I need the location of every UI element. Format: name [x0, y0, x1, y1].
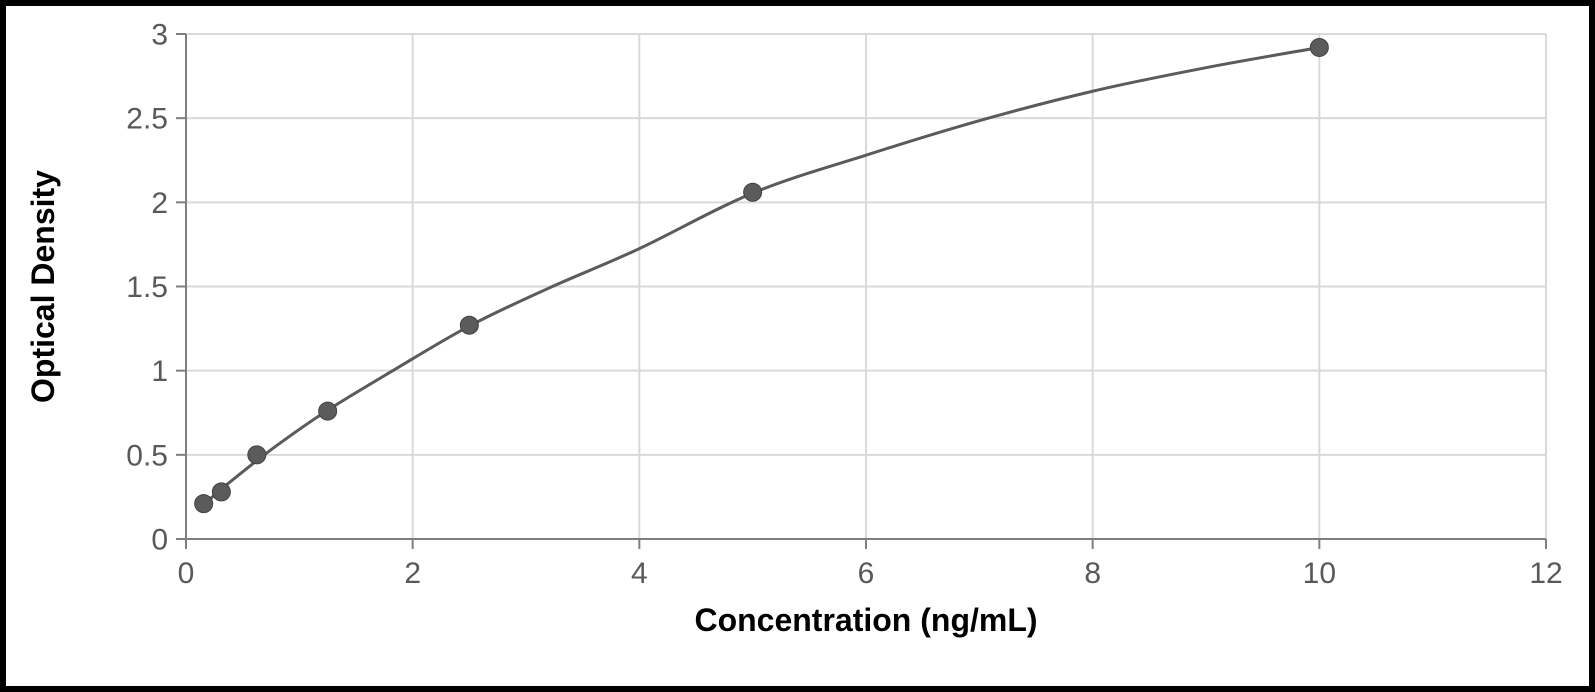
x-tick-label: 2 [404, 557, 421, 590]
x-tick-label: 8 [1084, 557, 1101, 590]
data-point-marker [195, 495, 213, 513]
data-point-marker [319, 402, 337, 420]
y-tick-label: 0.5 [126, 439, 168, 472]
data-point-marker [212, 483, 230, 501]
x-tick-label: 4 [631, 557, 648, 590]
y-axis-title: Optical Density [25, 170, 61, 403]
y-tick-label: 3 [151, 19, 168, 52]
fit-curve [204, 47, 1320, 504]
y-tick-label: 1.5 [126, 271, 168, 304]
data-point-marker [1310, 38, 1328, 56]
x-axis-title: Concentration (ng/mL) [694, 602, 1037, 638]
y-tick-label: 2.5 [126, 103, 168, 136]
x-tick-label: 0 [178, 557, 195, 590]
x-tick-label: 6 [858, 557, 875, 590]
data-point-marker [460, 316, 478, 334]
y-tick-label: 0 [151, 524, 168, 557]
chart-svg: 0 2 4 6 8 10 12 0 0.5 1 1.5 2 2.5 3 Concentration (ng/… [6, 6, 1589, 686]
x-tick-label: 12 [1529, 557, 1562, 590]
chart-frame: 0 2 4 6 8 10 12 0 0.5 1 1.5 2 2.5 3 Concentration (ng/… [0, 0, 1595, 692]
y-tick-label: 2 [151, 187, 168, 220]
data-point-marker [744, 183, 762, 201]
y-tick-label: 1 [151, 355, 168, 388]
data-point-marker [248, 446, 266, 464]
x-tick-label: 10 [1303, 557, 1336, 590]
